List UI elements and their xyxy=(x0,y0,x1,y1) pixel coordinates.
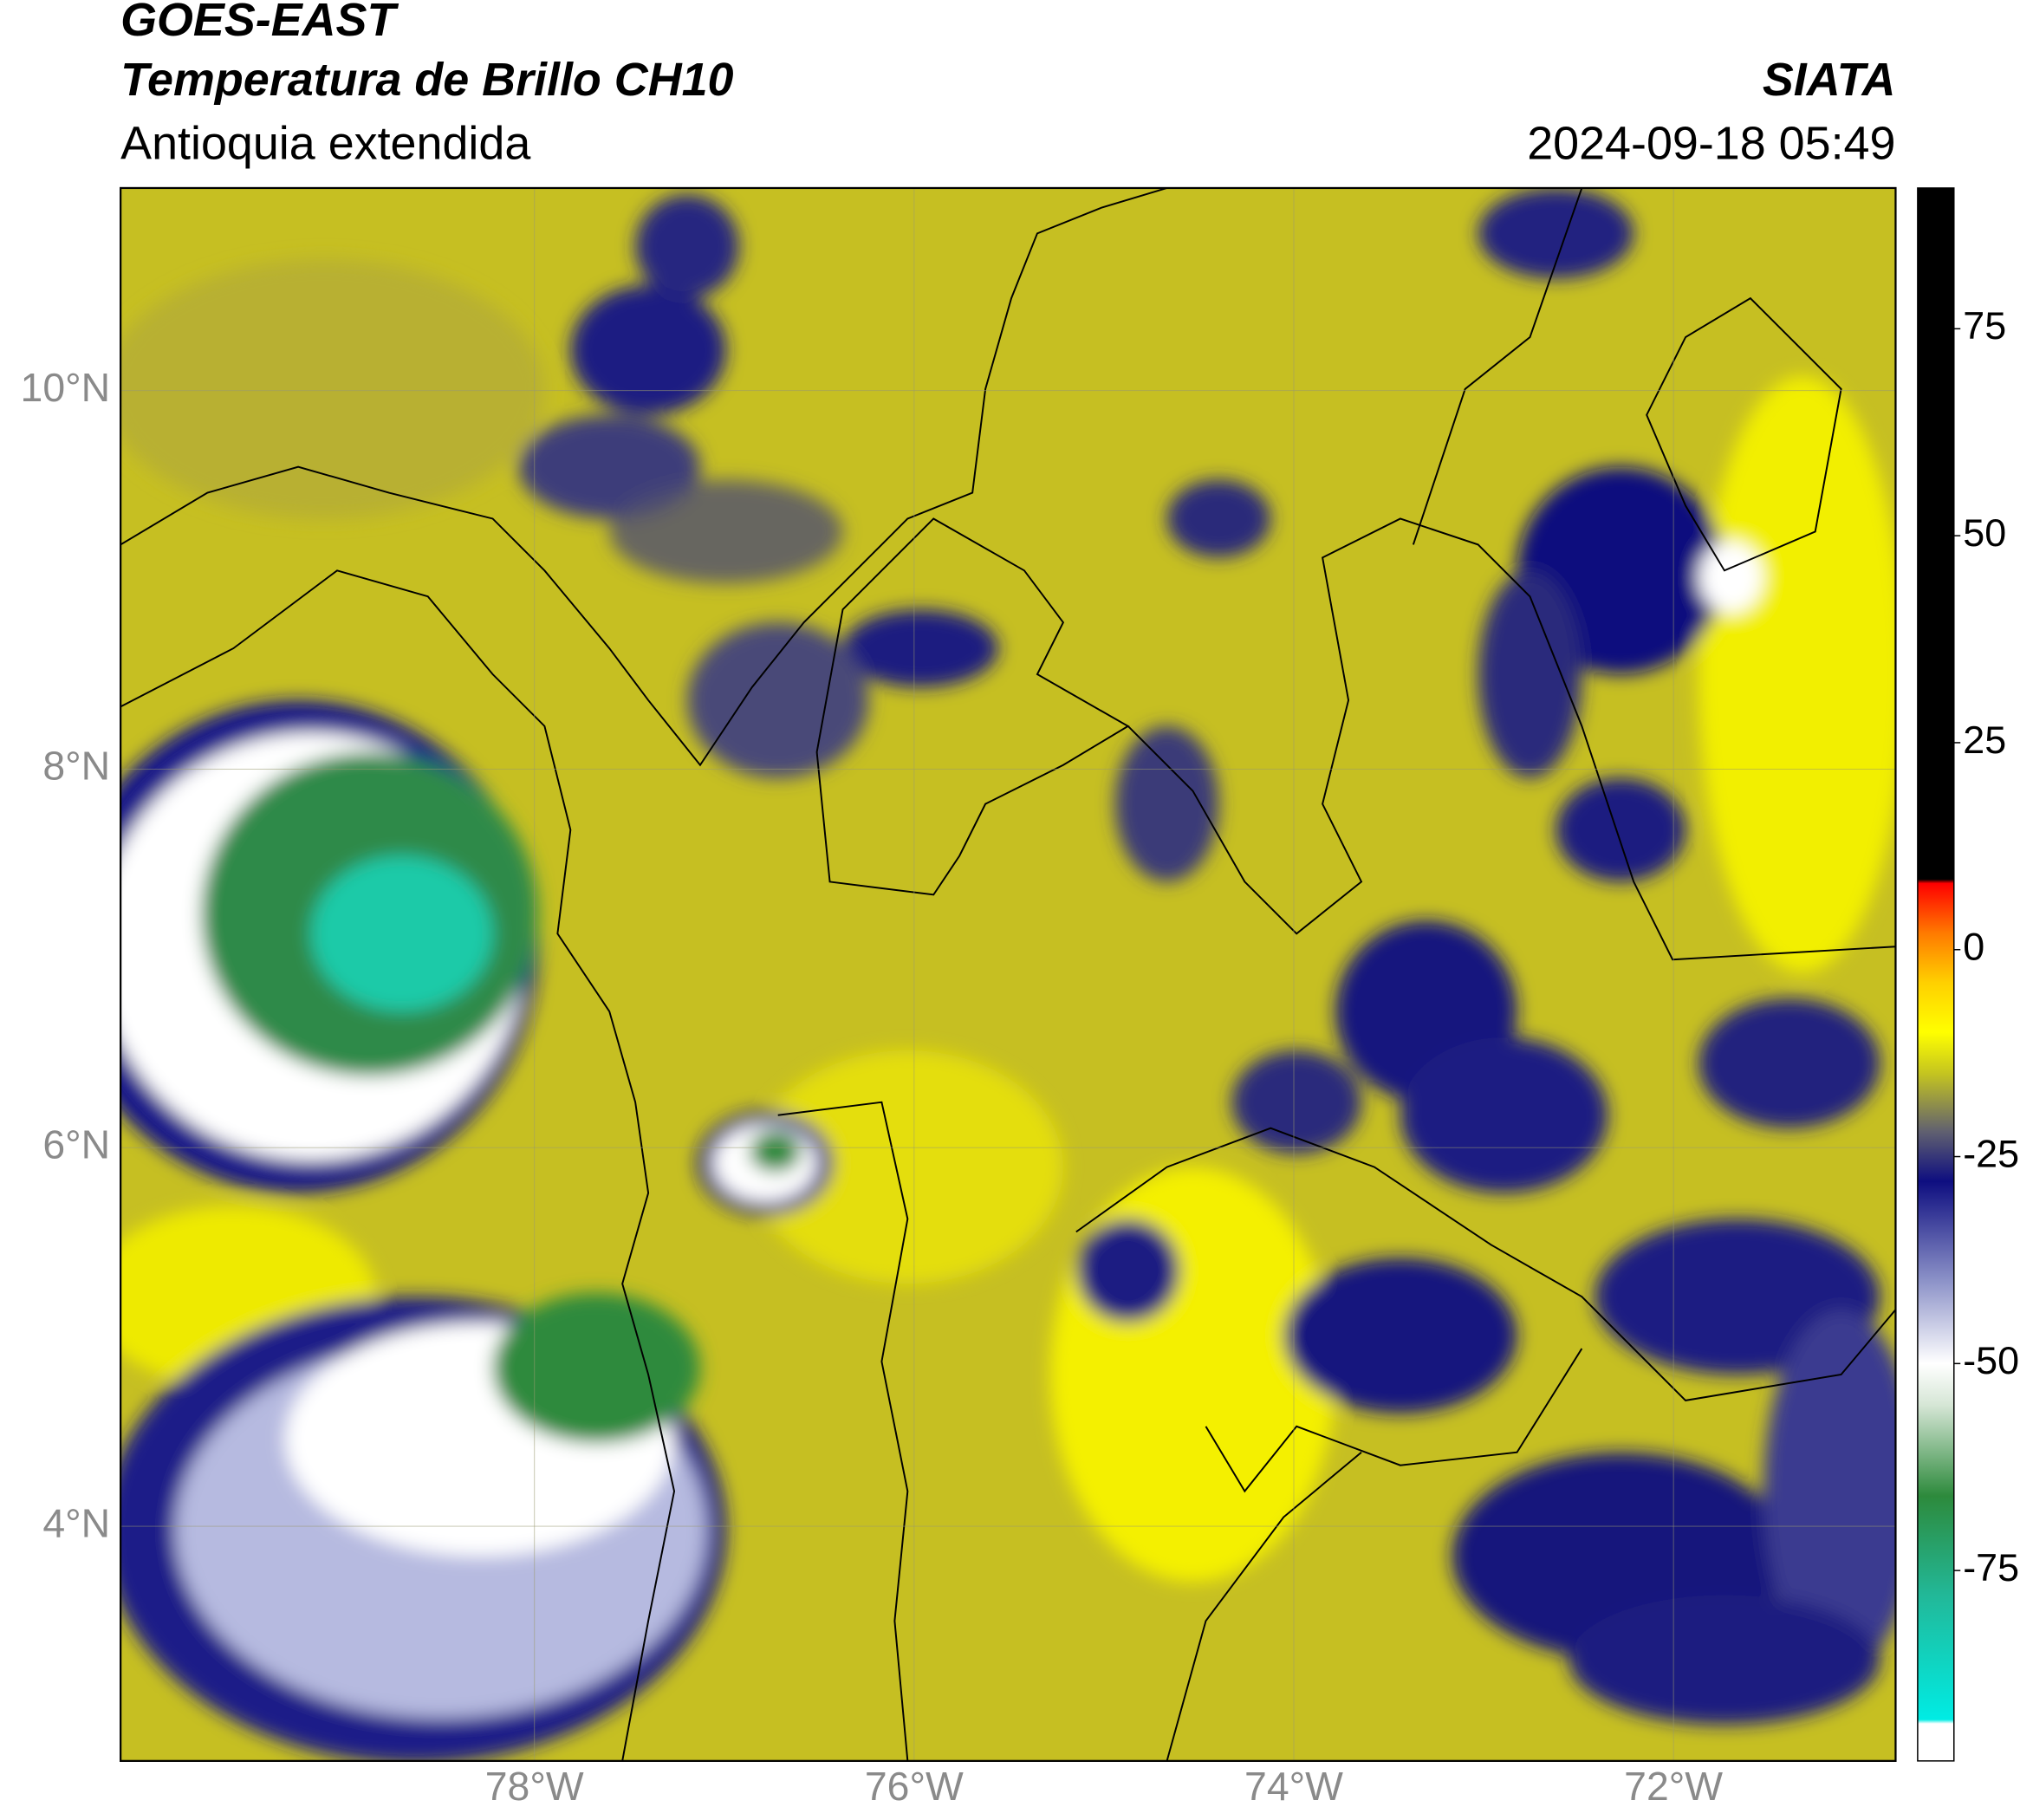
grid xyxy=(120,187,1896,1761)
colorbar-tick-label: -75 xyxy=(1963,1545,2019,1589)
subtitle: Temperatura de Brillo CH10 xyxy=(120,54,733,106)
region: Antioquia extendida xyxy=(120,117,530,169)
title: GOES-EAST xyxy=(120,0,399,46)
cloud-field xyxy=(120,187,1896,1761)
y-tick-label: 10°N xyxy=(21,365,111,410)
map-frame xyxy=(120,186,1897,1762)
colorbar-tick-label: -25 xyxy=(1963,1131,2019,1175)
colorbar-tick-label: -50 xyxy=(1963,1338,2019,1382)
x-tick-label: 76°W xyxy=(865,1764,964,1809)
x-tick-label: 74°W xyxy=(1244,1764,1343,1809)
map-area xyxy=(120,187,1896,1761)
colorbar-tick-label: 50 xyxy=(1963,510,2006,555)
figure: GOES-EAST Temperatura de Brillo CH10 Ant… xyxy=(21,0,2020,1809)
x-tick-label: 72°W xyxy=(1624,1764,1723,1809)
y-tick-label: 4°N xyxy=(42,1500,110,1545)
ticks: 78°W 76°W 74°W 72°W 10°N 8°N 6°N 4°N 75 50 25 0 -25 -… xyxy=(21,303,2020,1809)
y-tick-label: 8°N xyxy=(42,744,110,789)
colorbar-tick-label: 0 xyxy=(1963,925,1984,969)
source: SIATA xyxy=(1763,54,1896,106)
colorbar xyxy=(1917,187,1955,1762)
colorbar-tick-label: 75 xyxy=(1963,303,2006,348)
x-tick-label: 78°W xyxy=(485,1764,584,1809)
y-tick-label: 6°N xyxy=(42,1121,110,1167)
timestamp: 2024-09-18 05:49 xyxy=(1527,117,1895,169)
borders xyxy=(120,187,1896,1761)
colorbar-tick-label: 25 xyxy=(1963,718,2006,762)
